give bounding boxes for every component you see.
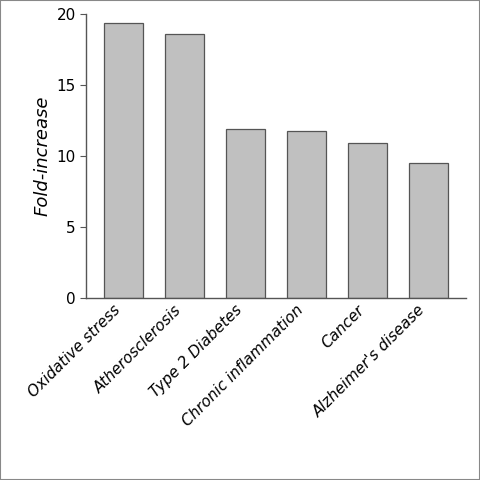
Bar <box>226 129 265 298</box>
Bar <box>104 23 144 298</box>
Bar <box>287 131 326 298</box>
Bar <box>165 34 204 298</box>
Y-axis label: Fold-increase: Fold-increase <box>33 96 51 216</box>
Bar <box>408 163 448 298</box>
Bar <box>348 143 387 298</box>
